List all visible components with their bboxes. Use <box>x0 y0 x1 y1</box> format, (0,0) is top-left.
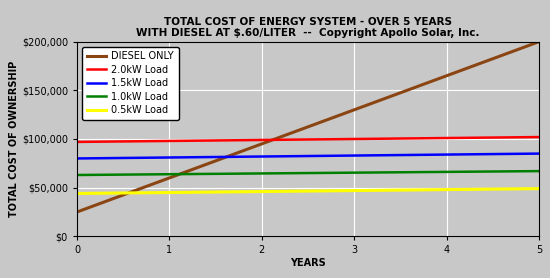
X-axis label: YEARS: YEARS <box>290 258 326 268</box>
Y-axis label: TOTAL COST OF OWNERSHIP: TOTAL COST OF OWNERSHIP <box>9 61 19 217</box>
Title: TOTAL COST OF ENERGY SYSTEM - OVER 5 YEARS
WITH DIESEL AT $.60/LITER  --  Copyri: TOTAL COST OF ENERGY SYSTEM - OVER 5 YEA… <box>136 17 480 38</box>
Legend: DIESEL ONLY, 2.0kW Load, 1.5kW Load, 1.0kW Load, 0.5kW Load: DIESEL ONLY, 2.0kW Load, 1.5kW Load, 1.0… <box>82 46 179 120</box>
